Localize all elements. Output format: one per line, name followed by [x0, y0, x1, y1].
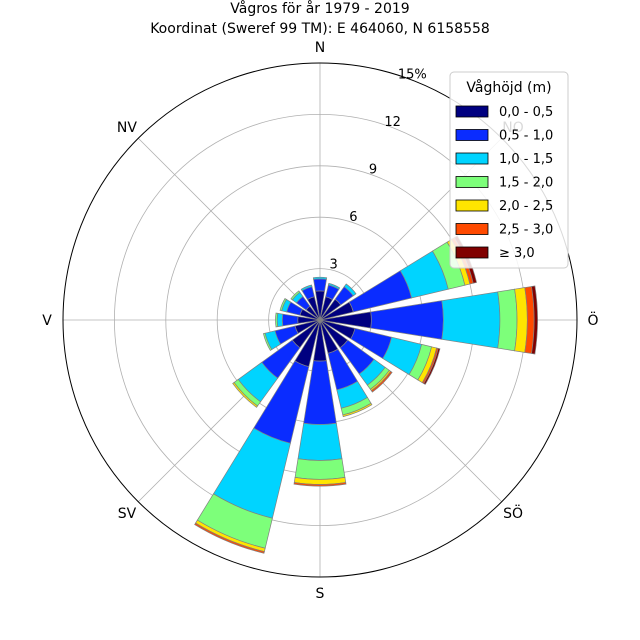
rose-segment	[370, 300, 444, 340]
rose-segment	[279, 298, 287, 312]
grid-spoke	[137, 137, 321, 321]
legend-swatch	[455, 152, 489, 165]
rose-segment	[275, 312, 279, 328]
radial-tick-label: 12	[384, 115, 401, 130]
legend: Våghöjd (m) 0,0 - 0,5 0,5 - 1,0 1,0 - 1,5 1…	[449, 71, 569, 269]
direction-label: SV	[118, 506, 137, 522]
legend-title: Våghöjd (m)	[466, 79, 551, 96]
legend-swatch	[455, 105, 489, 118]
rose-segment	[300, 284, 313, 292]
rose-segment	[290, 290, 301, 301]
rose-segment	[262, 332, 273, 351]
radial-tick-label: 6	[349, 210, 357, 225]
chart-subtitle: Koordinat (Sweref 99 TM): E 464060, N 61…	[150, 21, 490, 37]
rose-segment	[441, 291, 501, 349]
rose-segment	[297, 422, 343, 461]
legend-swatch	[455, 246, 489, 259]
direction-label: S	[316, 586, 325, 602]
legend-swatch	[455, 223, 489, 235]
rose-segment	[232, 381, 259, 408]
rose-segment	[294, 458, 346, 480]
rose-segment	[313, 278, 327, 292]
direction-label: Ö	[587, 311, 598, 329]
chart-title: Vågros för år 1979 - 2019	[230, 0, 409, 17]
legend-label: ≥ 3,0	[499, 246, 535, 261]
rose-segment	[276, 312, 284, 328]
rose-segment	[281, 313, 299, 327]
rose-segment	[423, 347, 441, 385]
radial-tick-label: 9	[369, 163, 377, 178]
direction-label: SÖ	[503, 504, 523, 522]
legend-entries: 0,0 - 0,5 0,5 - 1,0 1,0 - 1,5 1,5 - 2,0 2,0 …	[455, 105, 553, 261]
rose-sectors	[194, 235, 538, 554]
rose-segment	[531, 285, 538, 355]
rose-segment	[327, 282, 341, 290]
outer-ring	[62, 62, 578, 578]
legend-label: 0,0 - 0,5	[499, 105, 553, 120]
direction-label: V	[42, 313, 52, 329]
rose-segment	[342, 402, 373, 418]
legend-label: 2,5 - 3,0	[499, 223, 553, 238]
legend-swatch	[455, 176, 489, 188]
rose-segment	[293, 482, 347, 487]
rose-segment	[343, 283, 357, 297]
rose-segment	[194, 522, 265, 554]
rose-segment	[497, 288, 518, 352]
rose-segment	[312, 276, 328, 280]
direction-label: N	[315, 40, 325, 56]
radial-tick-label: 3	[330, 258, 338, 273]
legend-swatch	[455, 129, 489, 141]
legend-label: 0,5 - 1,0	[499, 129, 553, 144]
rose-segment	[348, 270, 413, 313]
direction-label: NV	[117, 120, 137, 136]
legend-label: 1,5 - 2,0	[499, 176, 553, 191]
legend-label: 2,0 - 2,5	[499, 199, 553, 214]
legend-frame	[449, 71, 569, 269]
legend-swatch	[455, 199, 489, 212]
radial-tick-label: 15%	[398, 68, 427, 83]
rose-segment	[370, 370, 393, 393]
legend-label: 1,0 - 1,5	[499, 152, 553, 167]
